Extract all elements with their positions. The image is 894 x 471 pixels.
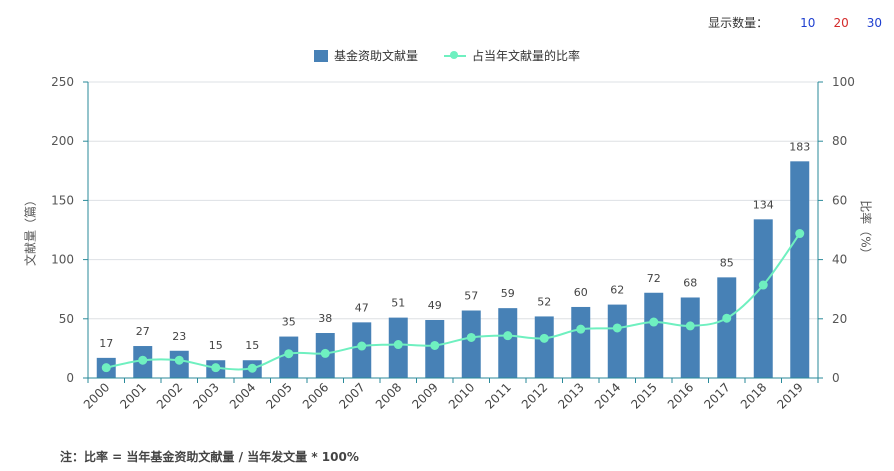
bar-data-label: 49 (428, 299, 442, 312)
bar-data-label: 62 (610, 284, 624, 297)
legend-item-bar[interactable]: 基金资助文献量 (313, 47, 418, 64)
bar-data-label: 85 (720, 256, 734, 269)
ratio-point (576, 324, 586, 334)
x-tick-label: 2011 (482, 380, 513, 411)
ratio-point (503, 331, 513, 341)
ratio-point (685, 321, 695, 331)
ratio-point (795, 229, 805, 239)
display-count-label: 显示数量： (708, 16, 769, 30)
legend-line-label: 占当年文献量的比率 (472, 49, 581, 63)
y2-tick-label: 60 (832, 193, 847, 207)
y-tick-label: 200 (51, 134, 74, 148)
y2-tick-label: 100 (832, 75, 855, 89)
x-tick-label: 2004 (227, 380, 258, 411)
x-tick-label: 2017 (701, 380, 732, 411)
bar-data-label: 68 (683, 276, 697, 289)
y2-tick-label: 40 (832, 253, 847, 267)
display-count-control: 显示数量： 10 20 30 (708, 14, 882, 31)
bar-data-label: 57 (464, 290, 478, 303)
bar (680, 297, 700, 378)
legend-line-swatch (444, 50, 466, 62)
y2-tick-label: 20 (832, 312, 847, 326)
ratio-point (211, 363, 221, 373)
bar (790, 161, 810, 378)
bar (607, 304, 627, 378)
bar-data-label: 134 (753, 198, 774, 211)
bar (498, 308, 518, 378)
legend-bar-swatch (313, 49, 328, 62)
y2-tick-label: 0 (832, 371, 840, 385)
x-tick-label: 2012 (519, 380, 550, 411)
bar (753, 219, 773, 378)
legend-item-line[interactable]: 占当年文献量的比率 (444, 47, 580, 64)
chart-legend: 基金资助文献量 占当年文献量的比率 (0, 47, 894, 64)
ratio-point (649, 317, 659, 327)
bar-data-label: 59 (501, 287, 515, 300)
x-tick-label: 2007 (336, 380, 367, 411)
bar-data-label: 52 (537, 295, 551, 308)
x-tick-label: 2010 (446, 380, 477, 411)
x-tick-label: 2018 (738, 380, 769, 411)
x-tick-label: 2015 (628, 380, 659, 411)
display-count-option-30[interactable]: 30 (866, 15, 882, 30)
ratio-point (101, 363, 111, 373)
bar (571, 306, 591, 378)
y-tick-label: 50 (59, 312, 74, 326)
bar-data-label: 60 (574, 286, 588, 299)
y-tick-label: 150 (51, 193, 74, 207)
ratio-point (430, 340, 440, 350)
bar-data-label: 38 (318, 312, 332, 325)
display-count-option-10[interactable]: 10 (800, 15, 816, 30)
ratio-point (758, 280, 768, 290)
x-tick-label: 2005 (263, 380, 294, 411)
ratio-point (138, 355, 148, 365)
bar-data-label: 27 (136, 325, 150, 338)
x-tick-label: 2001 (117, 380, 148, 411)
x-tick-label: 2014 (592, 380, 623, 411)
bar (717, 277, 737, 378)
bar-data-label: 35 (282, 316, 296, 329)
x-tick-label: 2009 (409, 380, 440, 411)
x-tick-label: 2002 (154, 380, 185, 411)
ratio-point (174, 355, 184, 365)
ratio-point (357, 341, 367, 351)
ratio-point (466, 332, 476, 342)
display-count-option-20[interactable]: 20 (833, 15, 849, 30)
bar-data-label: 23 (172, 330, 186, 343)
ratio-point (320, 348, 330, 358)
bar-data-label: 183 (789, 140, 810, 153)
ratio-point (393, 340, 403, 350)
bar (461, 310, 481, 378)
y-tick-label: 250 (51, 75, 74, 89)
chart-footnote: 注：比率 = 当年基金资助文献量 / 当年发文量 * 100% (60, 450, 359, 464)
ratio-point (284, 349, 294, 359)
x-tick-label: 2003 (190, 380, 221, 411)
y-tick-label: 100 (51, 253, 74, 267)
x-tick-label: 2019 (774, 380, 805, 411)
x-tick-label: 2006 (300, 380, 331, 411)
y-tick-label: 0 (66, 371, 74, 385)
bar (534, 316, 554, 378)
x-tick-label: 2000 (81, 380, 112, 411)
y2-tick-label: 80 (832, 134, 847, 148)
x-tick-label: 2008 (373, 380, 404, 411)
bar-data-label: 15 (245, 339, 259, 352)
ratio-point (539, 333, 549, 343)
ratio-point (612, 323, 622, 333)
x-tick-label: 2013 (555, 380, 586, 411)
ratio-point (722, 313, 732, 323)
bar (644, 292, 664, 378)
bar-data-label: 47 (355, 301, 369, 314)
bar-data-label: 17 (99, 337, 113, 350)
legend-bar-label: 基金资助文献量 (333, 49, 418, 63)
bar-data-label: 15 (209, 339, 223, 352)
bar-data-label: 51 (391, 297, 405, 310)
ratio-point (247, 363, 257, 373)
x-tick-label: 2016 (665, 380, 696, 411)
bar-data-label: 72 (647, 272, 661, 285)
